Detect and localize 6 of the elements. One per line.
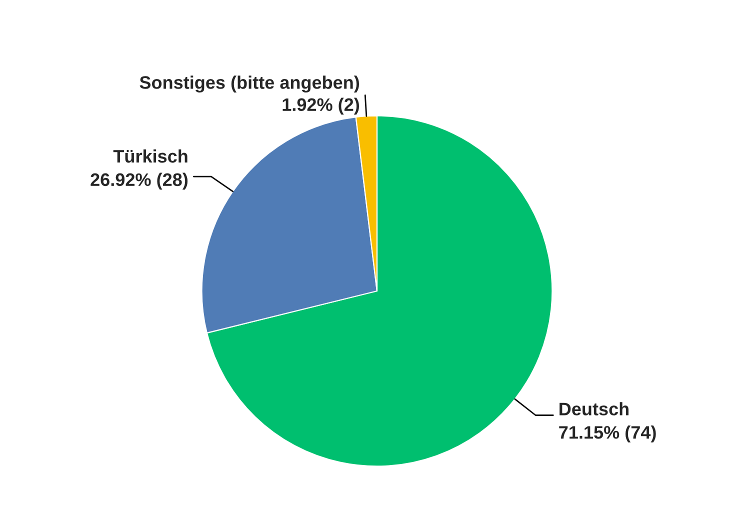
data-label: 71.15% (74): [559, 426, 656, 442]
data-label: 1.92% (2): [282, 98, 360, 115]
data-label: 26.92% (28): [90, 172, 188, 190]
slice-label: Türkisch: [113, 149, 188, 163]
slice-label: Sonstiges (bitte angeben): [140, 76, 360, 93]
slice-label: Deutsch: [560, 402, 628, 416]
